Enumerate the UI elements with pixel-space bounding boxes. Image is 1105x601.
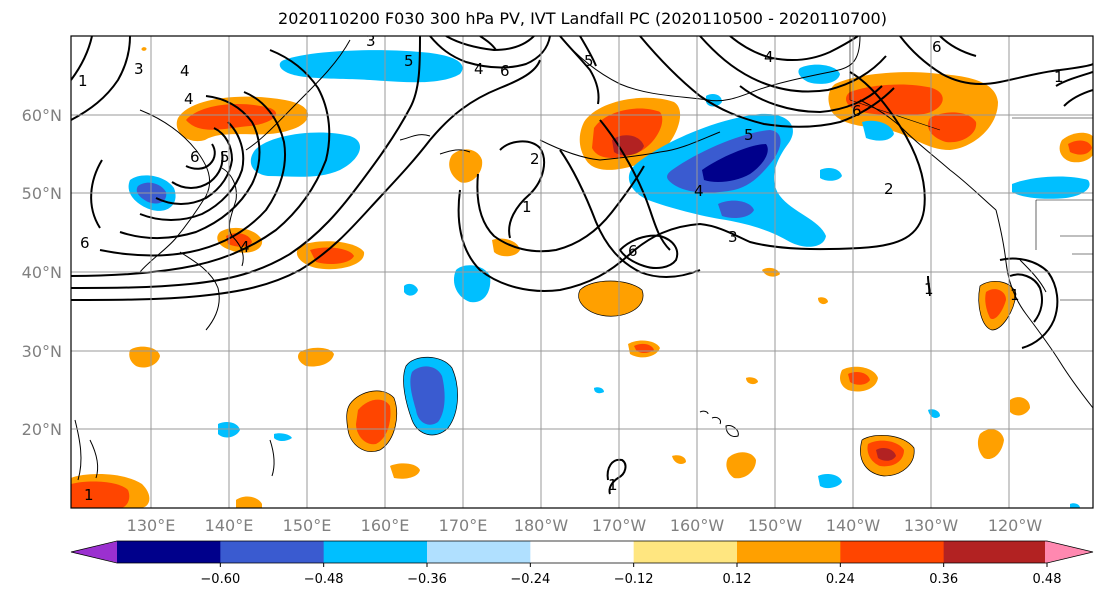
contour-label: 5 [744,126,754,144]
colorbar-swatch [220,541,325,563]
colorbar-swatch [633,541,738,563]
colorbar-tick-label: 0.48 [1033,572,1062,587]
colorbar-tick-label: −0.24 [510,572,550,587]
lat-label: 50°N [22,184,62,203]
contour-label: 4 [694,182,704,200]
shading-outlines [346,280,1017,477]
contour-label: 4 [184,90,194,108]
contour-label: 4 [180,62,190,80]
contour-label: 6 [932,38,942,56]
lon-label: 140°E [205,516,254,535]
colorbar-swatch [427,541,531,563]
contour-label: 4 [240,238,250,256]
contour-label: 6 [628,242,638,260]
coastlines [74,36,1093,481]
map-gridlines [71,36,1093,508]
lon-label: 150°W [748,516,803,535]
colorbar: −0.60 −0.48 −0.36 −0.24 −0.12 0.12 0.24 0.36 0.4… [70,540,1094,587]
colorbar-swatch [323,541,428,563]
lat-label: 20°N [22,420,62,439]
contour-label: 2 [530,150,540,168]
contour-label: 6 [852,102,862,120]
colorbar-swatch [943,541,1048,563]
colorbar-tick-label: 0.24 [826,572,855,587]
lon-label: 160°W [670,516,725,535]
lon-label: 140°W [826,516,881,535]
lon-label: 120°W [988,516,1043,535]
contour-label: 1 [1010,286,1020,304]
colorbar-swatch [840,541,945,563]
lon-label: 180°W [514,516,569,535]
contour-label: 1 [84,486,94,504]
contour-label: 5 [404,52,414,70]
lon-label: 130°E [127,516,176,535]
colorbar-tick-label: 0.12 [723,572,752,587]
contour-label: 1 [522,198,532,216]
contour-label: 5 [220,148,230,166]
contour-label: 3 [728,228,738,246]
contour-label: 1 [924,280,934,298]
colorbar-ticks: −0.60 −0.48 −0.36 −0.24 −0.12 0.12 0.24 0.36 0.4… [200,563,1062,587]
lon-label: 150°E [283,516,332,535]
contour-label: 1 [78,72,88,90]
colorbar-tick-label: −0.60 [200,572,240,587]
colorbar-tick-label: −0.12 [614,572,654,587]
lon-label: 170°W [592,516,647,535]
contour-label: 6 [500,62,510,80]
lon-label: 160°E [361,516,410,535]
contour-label: 4 [474,60,484,78]
pv-contours [71,36,1093,495]
contour-label: 4 [764,48,774,66]
colorbar-swatch [737,541,841,563]
lon-label: 170°E [439,516,488,535]
colorbar-swatch [530,541,635,563]
contour-labels: 1 3 4 4 6 5 4 3 5 4 6 2 1 5 4 3 5 6 2 1 … [78,32,1064,504]
colorbar-tick-label: −0.48 [304,572,344,587]
colorbar-extend-low [71,541,119,563]
contour-label: 5 [584,52,594,70]
contour-label: 6 [190,148,200,166]
colorbar-tick-label: 0.36 [929,572,958,587]
longitude-labels: 130°E 140°E 150°E 160°E 170°E 180°W 170°… [127,516,1043,535]
map-frame [70,35,1094,509]
contour-label: 1 [608,476,618,494]
latitude-labels: 60°N 50°N 40°N 30°N 20°N [22,106,62,439]
lat-label: 60°N [22,106,62,125]
map-title: 2020110200 F030 300 hPa PV, IVT Landfall… [278,9,887,28]
contour-label: 3 [134,60,144,78]
colorbar-swatches [70,540,1094,564]
lat-label: 30°N [22,342,62,361]
colorbar-tick-label: −0.36 [407,572,447,587]
lat-label: 40°N [22,263,62,282]
contour-label: 2 [884,180,894,198]
colorbar-extend-high [1045,541,1093,563]
colorbar-swatch [117,541,221,563]
contour-label: 6 [80,234,90,252]
colorbar-outline [70,540,1094,564]
lon-label: 130°W [904,516,959,535]
contour-label: 1 [1054,68,1064,86]
contour-label: 3 [366,32,376,50]
